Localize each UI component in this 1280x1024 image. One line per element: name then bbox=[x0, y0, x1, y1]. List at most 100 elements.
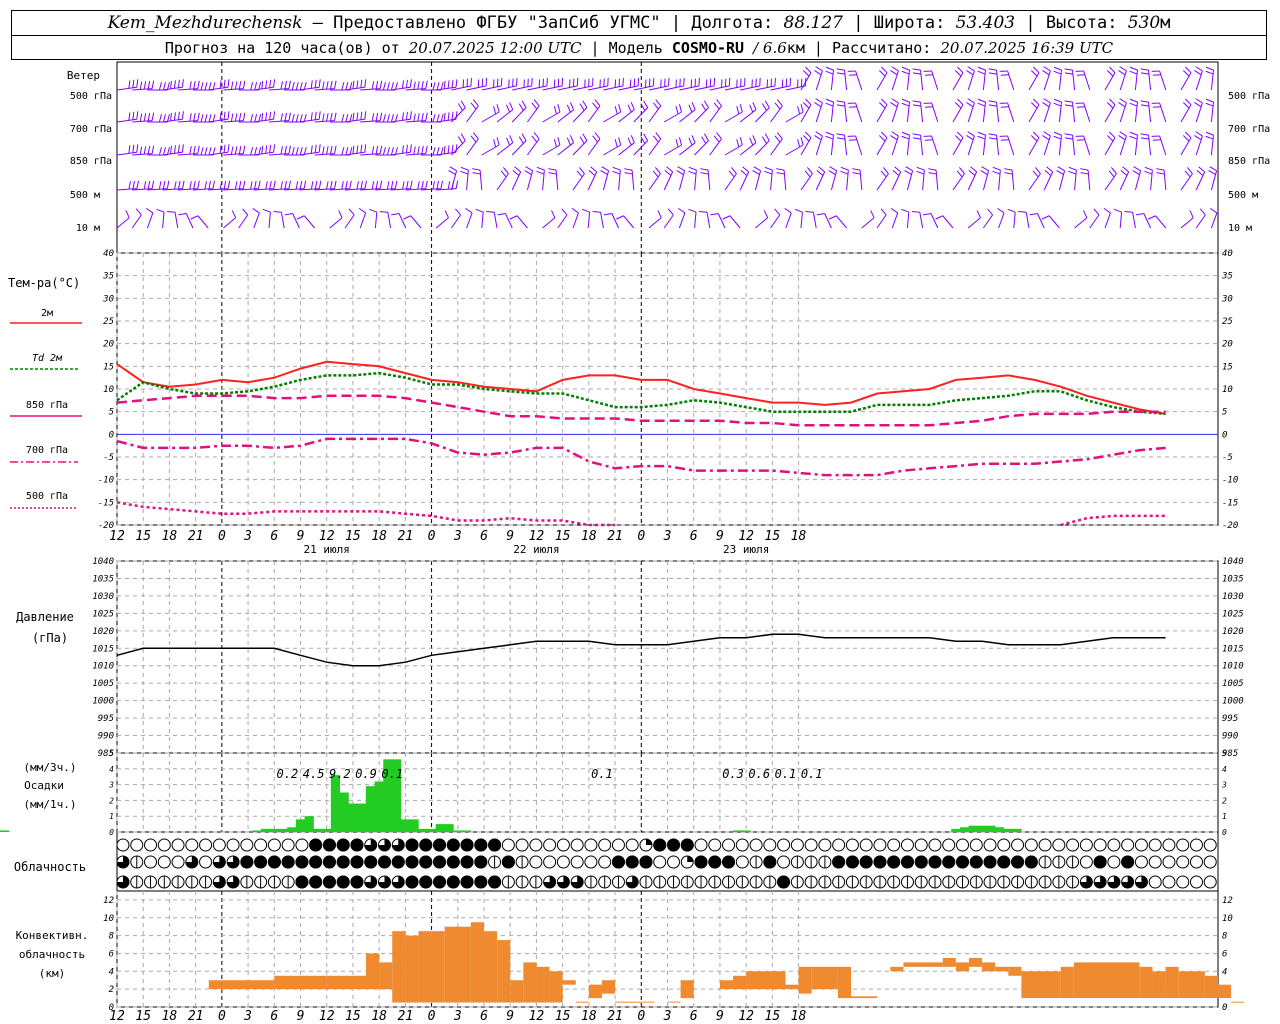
cloud-circle bbox=[199, 838, 213, 852]
wind-barb-feather bbox=[166, 180, 170, 189]
wind-barb-staff bbox=[511, 171, 522, 191]
wind-barb-staff bbox=[162, 188, 183, 191]
ytick-left-temp: 5 bbox=[109, 408, 114, 418]
cloud-three-quarter bbox=[378, 839, 391, 852]
wind-barb bbox=[524, 166, 534, 191]
cloud-circle bbox=[969, 838, 983, 852]
wind-barb bbox=[253, 180, 276, 191]
wind-barb bbox=[663, 137, 683, 156]
wind-barb-feather bbox=[455, 79, 458, 88]
wind-barb-feather bbox=[136, 180, 139, 189]
cloud-symbol bbox=[1011, 875, 1025, 889]
wind-barb-feather bbox=[447, 112, 450, 121]
cloud-symbol bbox=[157, 855, 171, 869]
wind-barb-feather bbox=[379, 211, 388, 213]
cloud-symbol bbox=[226, 875, 240, 889]
convective-bar bbox=[903, 962, 943, 967]
cloud-circle bbox=[1093, 838, 1107, 852]
cloud-symbol bbox=[350, 855, 364, 869]
cloud-symbol bbox=[556, 855, 570, 869]
wind-barb bbox=[694, 100, 709, 123]
time-label-bottom: 6 bbox=[690, 1009, 698, 1024]
wind-barb-feather bbox=[295, 114, 299, 123]
conv-title-1: Конвективн. bbox=[16, 929, 89, 942]
precip-bar bbox=[322, 828, 332, 832]
wind-barb-staff bbox=[542, 85, 563, 91]
ytick-right-pres: 1020 bbox=[1222, 627, 1244, 637]
cloud-symbol bbox=[309, 838, 323, 852]
cloud-symbol bbox=[900, 855, 914, 869]
wind-barb-staff bbox=[177, 120, 198, 123]
wind-barb-feather bbox=[310, 145, 313, 154]
wind-barb-feather bbox=[1053, 70, 1062, 75]
conv-title-2: облачность bbox=[19, 948, 85, 961]
wind-barb-feather bbox=[571, 207, 579, 214]
cloud-symbol bbox=[956, 875, 970, 889]
wind-barb-feather bbox=[1196, 169, 1204, 176]
wind-barb-feather bbox=[303, 180, 307, 189]
wind-barb bbox=[208, 180, 231, 191]
wind-barb-staff bbox=[496, 142, 514, 156]
wind-barb-feather bbox=[1032, 170, 1039, 178]
wind-barb bbox=[511, 133, 527, 156]
wind-barb-staff bbox=[329, 188, 350, 191]
wind-barb-feather bbox=[928, 172, 937, 175]
wind-barb bbox=[436, 144, 458, 156]
wind-barb-feather bbox=[1184, 98, 1192, 106]
wind-barb-feather bbox=[581, 208, 590, 213]
wind-barb bbox=[542, 104, 561, 123]
ytick-left-prec: 0 bbox=[109, 828, 114, 837]
wind-barb-staff bbox=[906, 102, 910, 123]
wind-barb-feather bbox=[739, 137, 743, 146]
cloud-three-quarter bbox=[1094, 876, 1107, 888]
ytick-right-conv: 4 bbox=[1222, 967, 1227, 977]
wind-barb-staff bbox=[785, 144, 804, 156]
wind-barb-staff bbox=[588, 85, 608, 91]
ytick-left-conv: 8 bbox=[109, 932, 114, 942]
wind-barb-feather bbox=[417, 181, 420, 190]
wind-barb-feather bbox=[314, 79, 317, 88]
wind-barb-feather bbox=[1195, 66, 1203, 72]
cloud-circle bbox=[900, 838, 914, 852]
wind-barb-staff bbox=[679, 109, 696, 123]
wind-barb-feather bbox=[1004, 168, 1013, 171]
wind-barb-feather bbox=[752, 102, 757, 110]
wind-barb bbox=[618, 135, 635, 156]
forecast-label: Прогноз на 120 часа(ов) от bbox=[164, 39, 400, 57]
cloud-fill-full bbox=[777, 875, 791, 889]
convective-bar bbox=[680, 980, 694, 999]
wind-barb bbox=[116, 144, 139, 156]
wind-barb-feather bbox=[341, 82, 345, 91]
wind-barb-staff bbox=[466, 85, 487, 91]
cloud-symbol bbox=[240, 838, 254, 852]
wind-barb-feather bbox=[151, 80, 155, 89]
cloud-fill-full bbox=[309, 875, 323, 889]
wind-barb bbox=[344, 180, 367, 191]
cloud-symbol bbox=[267, 855, 281, 869]
wind-barb bbox=[923, 213, 939, 229]
wind-barb bbox=[999, 135, 1015, 156]
wind-barb bbox=[1068, 166, 1077, 191]
cloud-symbol bbox=[515, 855, 529, 869]
cloud-circle bbox=[735, 838, 749, 852]
wind-barb bbox=[403, 215, 422, 229]
wind-barb-staff bbox=[1134, 102, 1138, 123]
wind-barb bbox=[481, 104, 500, 123]
lat-label: | Широта: bbox=[853, 13, 946, 33]
time-label-bottom: 18 bbox=[581, 1009, 597, 1024]
cloud-symbol bbox=[515, 838, 529, 852]
precip-bar bbox=[313, 828, 323, 832]
cloud-circle bbox=[873, 838, 887, 852]
precip-bar bbox=[339, 792, 349, 832]
wind-barb-staff bbox=[724, 85, 745, 91]
cloud-symbol bbox=[281, 855, 295, 869]
wind-barb bbox=[825, 98, 834, 123]
wind-barb-feather bbox=[688, 104, 693, 113]
wind-barb-feather bbox=[600, 170, 608, 175]
wind-barb-feather bbox=[386, 181, 390, 190]
wind-barb-staff bbox=[481, 111, 500, 123]
wind-barb bbox=[816, 213, 832, 229]
wind-barb-feather bbox=[691, 102, 696, 110]
wind-barb-feather bbox=[170, 112, 172, 121]
ytick-left-prec: 5 bbox=[109, 749, 114, 758]
